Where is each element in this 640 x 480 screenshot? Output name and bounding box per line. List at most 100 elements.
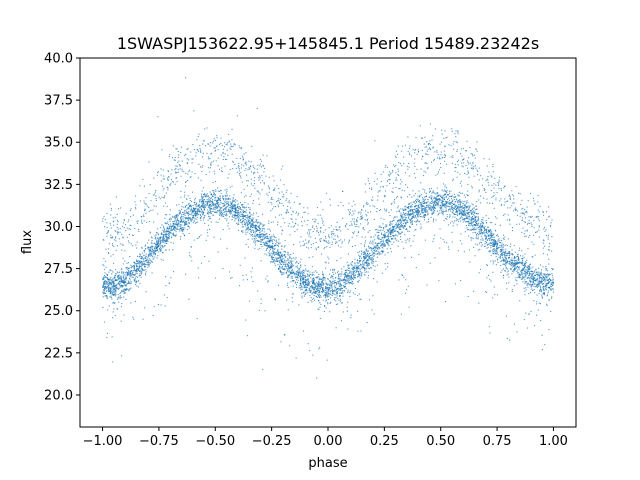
data-point: [418, 211, 420, 213]
data-point: [278, 267, 280, 269]
data-point: [144, 273, 146, 275]
data-point: [235, 208, 237, 210]
data-point: [201, 202, 203, 204]
data-point: [133, 267, 135, 269]
data-point: [526, 282, 528, 284]
data-point: [489, 231, 491, 233]
data-point: [516, 259, 518, 261]
data-point: [200, 193, 202, 195]
data-point: [113, 290, 115, 292]
data-point: [266, 245, 268, 247]
data-point: [377, 235, 379, 237]
data-point: [464, 231, 466, 233]
data-point: [242, 231, 244, 233]
data-point: [496, 241, 498, 243]
data-point: [156, 241, 158, 243]
data-point: [496, 245, 498, 247]
data-point: [521, 263, 523, 265]
data-point: [331, 286, 333, 288]
data-point: [123, 281, 125, 283]
data-point: [143, 260, 145, 262]
data-point: [338, 277, 340, 279]
data-point: [339, 300, 341, 302]
data-point: [238, 223, 240, 225]
data-point: [370, 247, 372, 249]
data-point: [457, 215, 459, 217]
data-point: [283, 261, 285, 263]
data-point: [389, 236, 391, 238]
data-point: [282, 272, 284, 274]
data-point: [465, 214, 467, 216]
data-point: [320, 281, 322, 283]
data-point: [489, 237, 491, 239]
data-point: [216, 203, 218, 205]
data-point: [290, 265, 292, 267]
data-point: [229, 195, 231, 197]
data-point: [516, 255, 518, 257]
data-point: [377, 246, 379, 248]
data-point: [417, 201, 419, 203]
data-point: [411, 206, 413, 208]
data-point: [247, 220, 249, 222]
data-point: [485, 231, 487, 233]
data-point: [537, 277, 539, 279]
data-point: [135, 271, 137, 273]
data-point: [420, 204, 422, 206]
data-point: [325, 286, 327, 288]
data-point: [105, 281, 107, 283]
data-point: [527, 282, 529, 284]
data-point: [146, 264, 148, 266]
data-point: [385, 235, 387, 237]
data-point: [491, 234, 493, 236]
data-point: [505, 248, 507, 250]
data-point: [497, 247, 499, 249]
data-point: [242, 216, 244, 218]
data-point: [459, 212, 461, 214]
data-point: [162, 229, 164, 231]
data-point: [403, 227, 405, 229]
data-point: [267, 228, 269, 230]
data-point: [221, 210, 223, 212]
data-point: [275, 265, 277, 267]
data-point: [528, 265, 530, 267]
data-point: [360, 265, 362, 267]
data-point: [498, 246, 500, 248]
data-point: [423, 200, 425, 202]
data-point: [130, 274, 132, 276]
data-point: [530, 281, 532, 283]
data-point: [208, 213, 210, 215]
data-point: [473, 229, 475, 231]
data-point: [431, 200, 433, 202]
data-point: [434, 204, 436, 206]
data-point: [165, 233, 167, 235]
data-point: [175, 231, 177, 233]
data-point: [119, 277, 121, 279]
data-point: [124, 281, 126, 283]
data-point: [319, 287, 321, 289]
data-point: [275, 252, 277, 254]
data-point: [522, 258, 524, 260]
data-point: [196, 218, 198, 220]
data-point: [281, 265, 283, 267]
data-point: [248, 220, 250, 222]
data-point: [386, 248, 388, 250]
data-point: [496, 243, 498, 245]
data-point: [431, 199, 433, 201]
data-point: [504, 263, 506, 265]
data-point: [109, 269, 111, 271]
data-point: [287, 263, 289, 265]
data-point: [224, 211, 226, 213]
data-point: [278, 242, 280, 244]
data-point: [404, 218, 406, 220]
data-point: [492, 251, 494, 253]
data-point: [207, 219, 209, 221]
data-point: [518, 258, 520, 260]
data-point: [452, 199, 454, 201]
data-point: [480, 230, 482, 232]
data-point: [280, 271, 282, 273]
data-point: [391, 231, 393, 233]
data-point: [149, 231, 151, 233]
data-point: [460, 192, 462, 194]
data-point: [377, 248, 379, 250]
data-point: [186, 218, 188, 220]
